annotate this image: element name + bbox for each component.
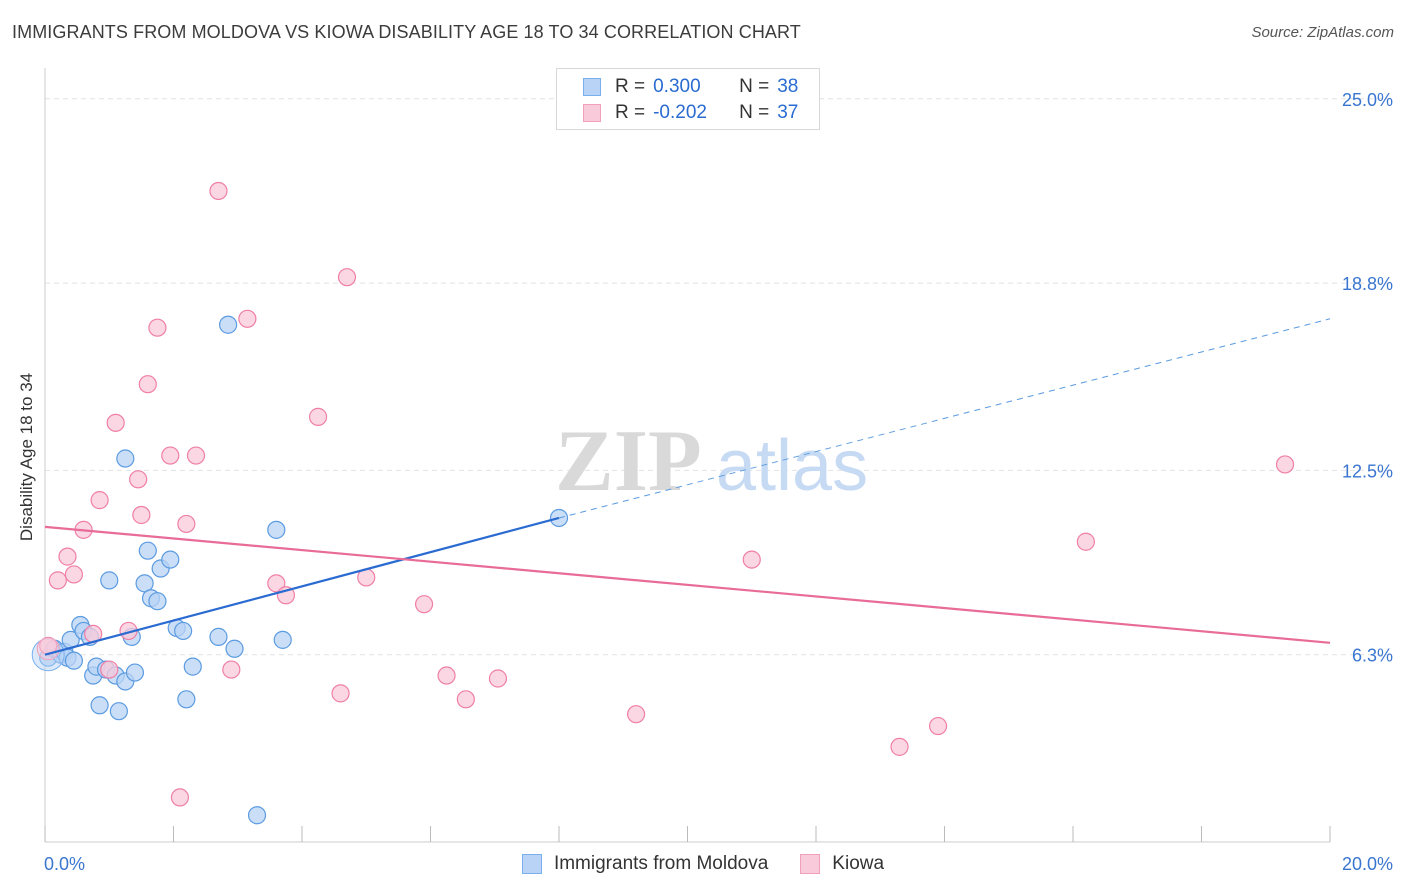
- data-point: [890, 737, 909, 756]
- data-point: [64, 651, 84, 670]
- data-point: [129, 470, 148, 489]
- data-point: [183, 657, 202, 676]
- data-point: [437, 666, 456, 685]
- trend-line-kiowa: [44, 525, 1331, 644]
- data-point: [106, 413, 125, 432]
- data-point: [238, 309, 257, 328]
- data-point: [90, 491, 109, 510]
- data-point: [161, 446, 180, 465]
- x-tick-label: 0.0%: [44, 854, 85, 874]
- trend-line-moldova-extension: [558, 318, 1331, 519]
- y-tick-label: 6.3%: [1352, 646, 1393, 666]
- watermark-atlas: atlas: [716, 426, 868, 506]
- legend-label-moldova: Immigrants from Moldova: [553, 853, 769, 874]
- legend-item-moldova: Immigrants from Moldova: [521, 853, 769, 875]
- data-point: [247, 806, 267, 825]
- data-point: [337, 268, 357, 287]
- trend-line-moldova: [44, 516, 560, 656]
- data-point: [100, 571, 119, 590]
- stats-row-kiowa: R = -0.202 N = 37: [583, 101, 798, 125]
- y-tick-label: 12.5%: [1342, 461, 1393, 481]
- data-point: [148, 592, 167, 611]
- n-label: N =: [739, 76, 770, 97]
- tick-labels: 6.3% 12.5% 18.8% 25.0% 0.0% 20.0%: [44, 90, 1393, 874]
- data-point: [414, 595, 434, 614]
- stats-row-moldova: R = 0.300 N = 38: [583, 75, 798, 99]
- data-point: [138, 375, 157, 394]
- data-point: [148, 318, 167, 337]
- series-kiowa-points: [36, 181, 1295, 807]
- data-point: [177, 514, 196, 534]
- y-tick-label: 25.0%: [1342, 90, 1393, 110]
- r-value: 0.300: [653, 76, 701, 97]
- trend-lines: [44, 318, 1331, 656]
- data-point: [64, 565, 84, 584]
- data-point: [170, 788, 190, 807]
- legend-label-kiowa: Kiowa: [832, 853, 885, 874]
- watermark-zip: ZIP: [555, 413, 702, 510]
- data-point: [742, 550, 761, 569]
- data-point: [209, 181, 228, 201]
- data-point: [186, 446, 206, 465]
- data-point: [331, 684, 350, 703]
- data-point: [109, 702, 128, 721]
- r-label: R =: [615, 76, 646, 97]
- data-point: [219, 315, 238, 334]
- data-point: [267, 574, 286, 593]
- data-point: [488, 669, 508, 688]
- swatch-moldova: [583, 78, 601, 96]
- data-point: [225, 639, 244, 658]
- n-value: 38: [777, 76, 799, 97]
- source-label: Source: ZipAtlas.com: [1251, 24, 1394, 41]
- r-label: R =: [615, 102, 646, 123]
- data-point: [116, 449, 135, 468]
- data-point: [174, 621, 193, 641]
- data-point: [273, 630, 292, 649]
- axes: [44, 68, 1331, 843]
- data-point: [58, 547, 77, 566]
- data-point: [132, 505, 151, 525]
- data-point: [1076, 532, 1095, 551]
- legend-swatch-kiowa: [800, 854, 821, 874]
- swatch-kiowa: [583, 104, 601, 122]
- data-point: [177, 690, 196, 709]
- n-label: N =: [739, 102, 770, 123]
- watermark: ZIP atlas: [555, 413, 868, 510]
- data-point-cluster: [36, 637, 60, 661]
- data-point: [308, 407, 328, 426]
- data-point: [626, 705, 646, 724]
- data-point: [125, 663, 145, 682]
- chart-title: IMMIGRANTS FROM MOLDOVA VS KIOWA DISABIL…: [12, 22, 801, 42]
- gridlines: [45, 98, 1395, 656]
- data-point: [100, 660, 119, 679]
- data-point: [456, 690, 475, 709]
- legend-item-kiowa: Kiowa: [800, 853, 884, 875]
- data-point: [209, 627, 228, 646]
- x-tick-label: 20.0%: [1342, 854, 1393, 874]
- data-point: [928, 716, 948, 736]
- data-point: [138, 541, 157, 560]
- legend-swatch-moldova: [521, 854, 542, 874]
- data-point: [48, 571, 67, 590]
- data-point: [267, 520, 286, 539]
- data-point: [1275, 455, 1295, 474]
- n-value: 37: [777, 102, 799, 123]
- series-moldova-points: [31, 315, 569, 825]
- y-tick-label: 18.8%: [1342, 274, 1393, 294]
- data-point: [90, 696, 109, 715]
- data-point: [161, 550, 180, 569]
- series-legend: Immigrants from Moldova Kiowa: [0, 852, 1406, 876]
- r-value: -0.202: [653, 102, 707, 123]
- data-point: [222, 660, 241, 679]
- stats-legend: R = 0.300 N = 38 R = -0.202 N = 37: [556, 68, 820, 130]
